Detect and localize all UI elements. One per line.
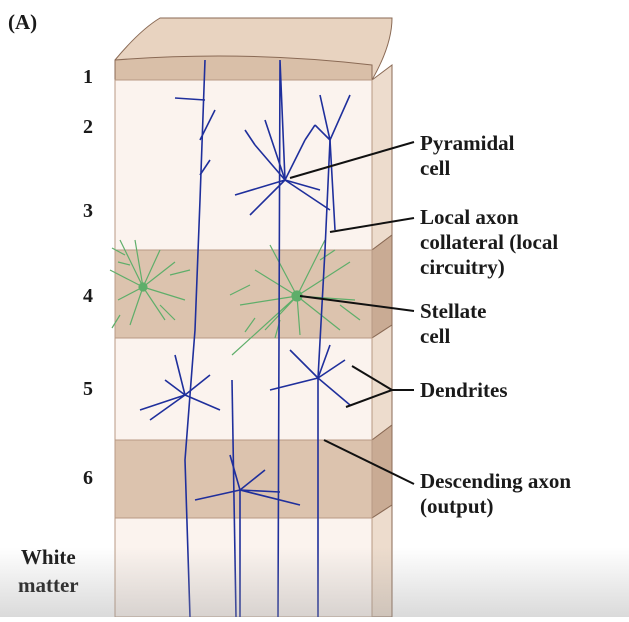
callout-descending-line-1: Descending axon xyxy=(420,469,572,493)
callout-stellate-line-2: cell xyxy=(420,324,451,348)
callout-stellate-cell: Stellate cell xyxy=(420,299,486,349)
layer-label-6: 6 xyxy=(83,467,93,489)
callout-local-axon: Local axon collateral (local circuitry) xyxy=(420,205,558,280)
layer-5-band xyxy=(114,337,373,441)
layer-4-band xyxy=(114,249,373,339)
callout-dendrites-line-1: Dendrites xyxy=(420,378,508,402)
layer-label-2: 2 xyxy=(83,116,93,138)
callout-dendrites: Dendrites xyxy=(420,378,508,403)
layer-label-4: 4 xyxy=(83,285,93,307)
stellate-cells xyxy=(109,239,361,356)
callout-stellate-line-1: Stellate xyxy=(420,299,487,323)
white-matter-line-2: matter xyxy=(18,573,79,597)
callout-descending-line-2: (output) xyxy=(420,494,494,518)
callout-descending-axon: Descending axon (output) xyxy=(420,469,571,519)
white-matter-label: White matter xyxy=(18,543,79,599)
pyramidal-neurons xyxy=(139,59,351,618)
layer-6-band xyxy=(114,439,373,519)
white-matter-line-1: White xyxy=(20,545,76,569)
callout-local-axon-line-3: circuitry) xyxy=(420,255,505,279)
layer-label-1: 1 xyxy=(83,66,93,88)
layer-label-3: 3 xyxy=(83,200,93,222)
callout-local-axon-line-2: collateral (local xyxy=(420,230,559,254)
panel-label: (A) xyxy=(8,10,38,34)
callout-pyramidal-line-1: Pyramidal xyxy=(420,131,515,155)
layer-label-5: 5 xyxy=(83,378,93,400)
callout-lines xyxy=(289,141,415,485)
callout-pyramidal-line-2: cell xyxy=(420,156,451,180)
layer-1-top-band xyxy=(114,55,373,81)
block-side-faces xyxy=(371,64,393,618)
callout-local-axon-line-1: Local axon xyxy=(420,205,519,229)
callout-pyramidal-cell: Pyramidal cell xyxy=(420,131,515,181)
white-matter-band xyxy=(114,517,373,618)
